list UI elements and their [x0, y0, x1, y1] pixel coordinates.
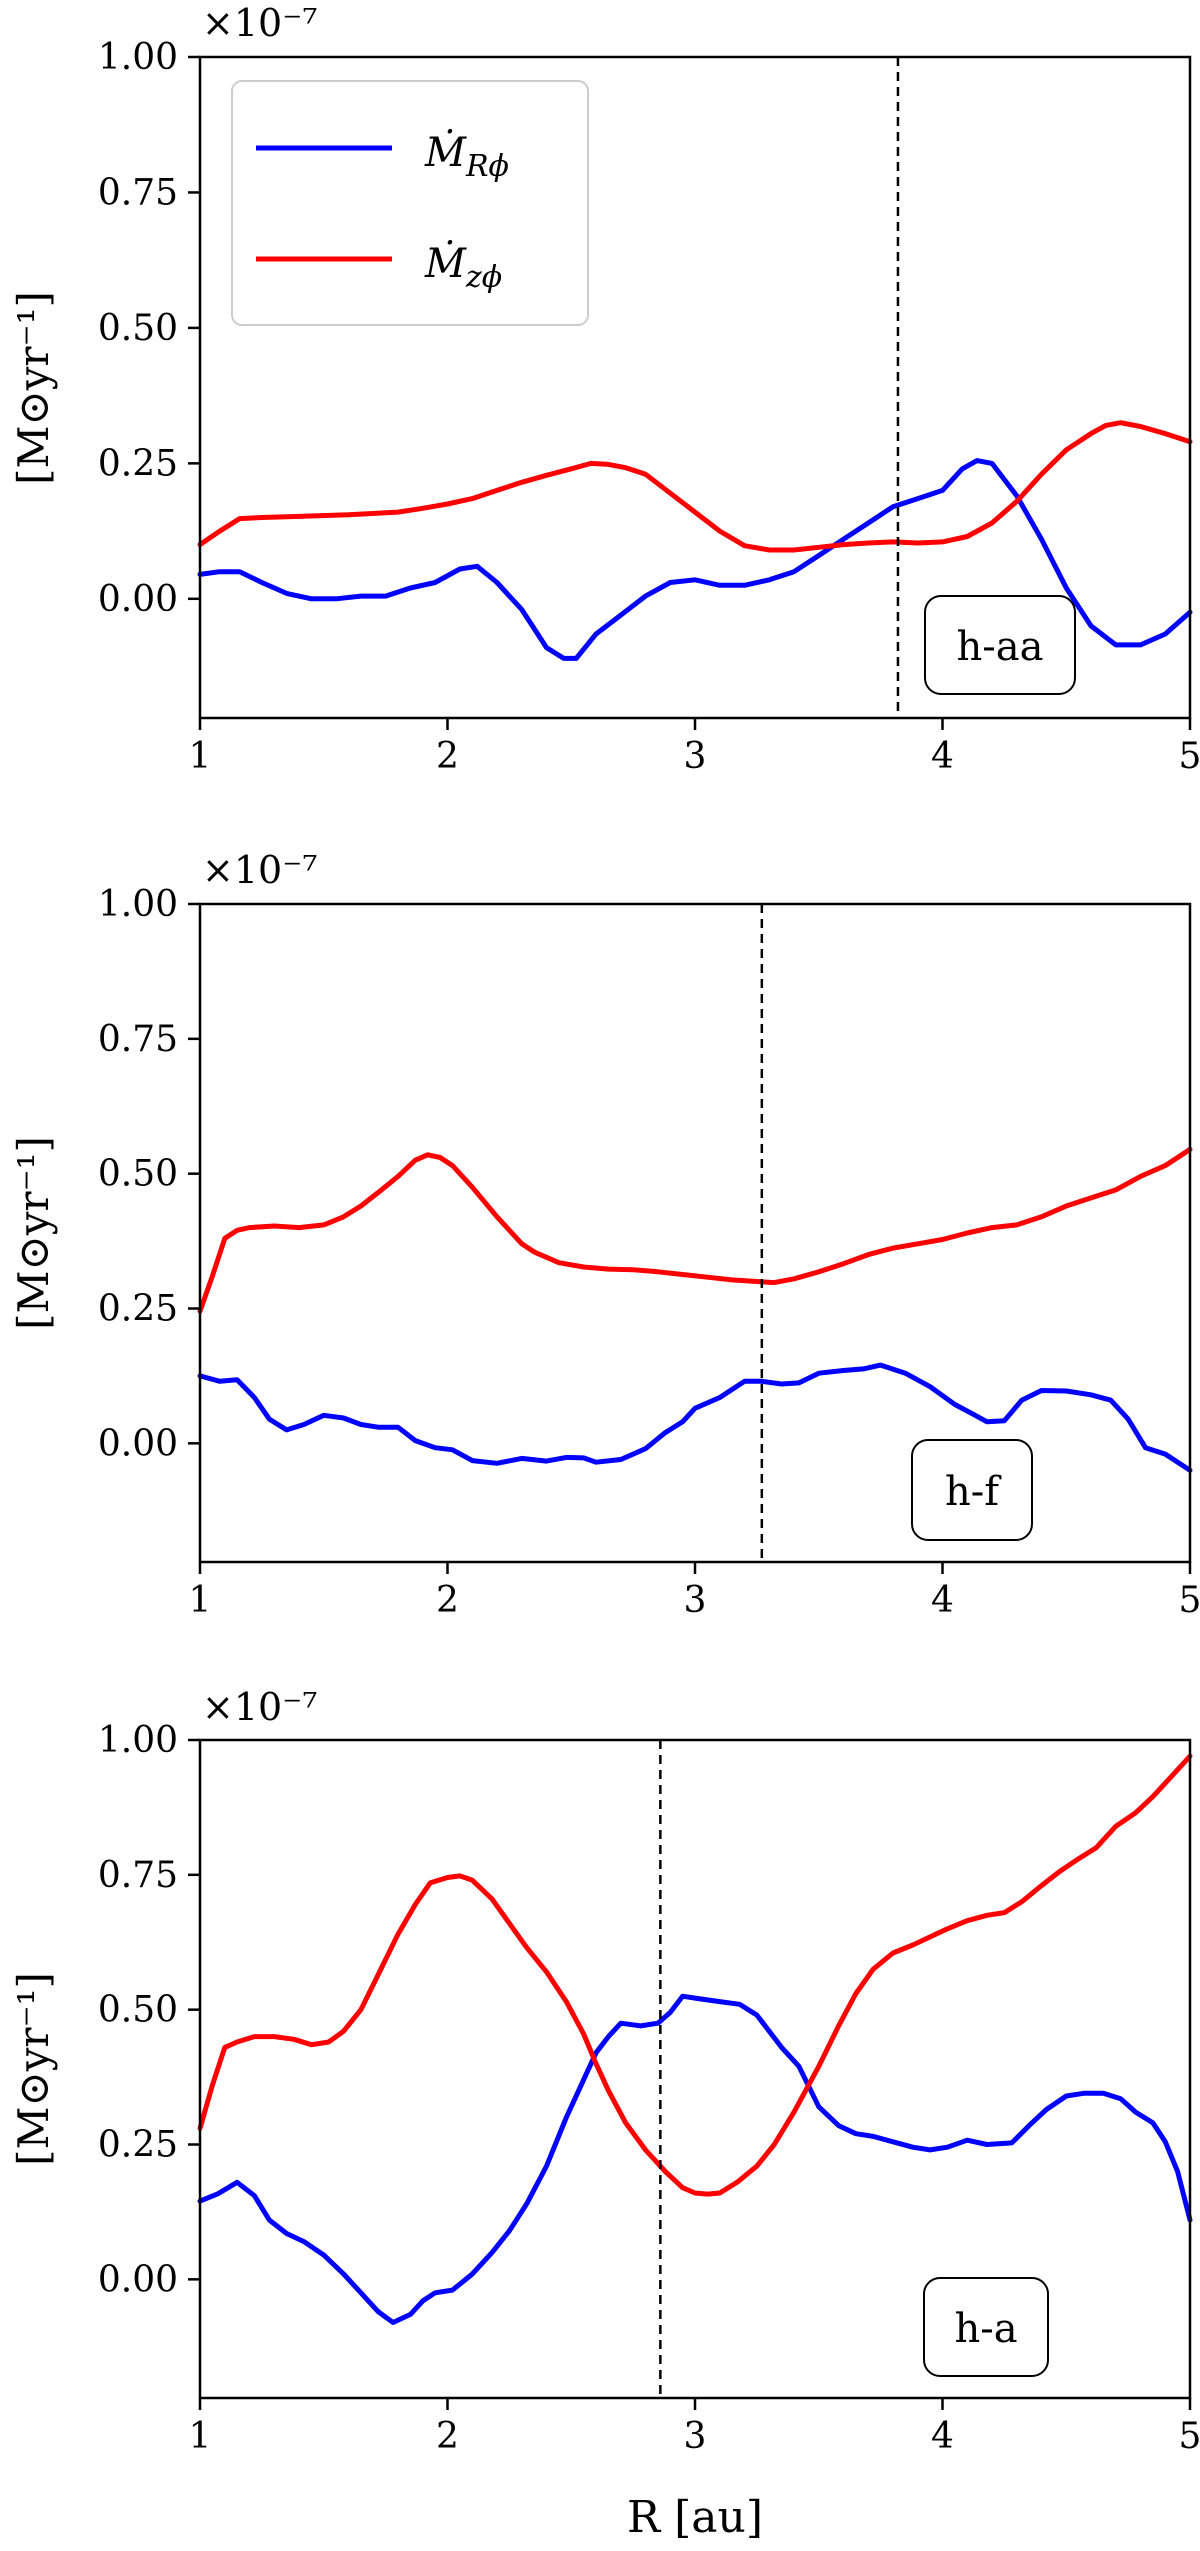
legend: ṀRϕ Ṁzϕ [231, 80, 589, 326]
series-line-rphi [197, 1362, 1193, 1473]
y-tick-label: 0.75 [98, 1019, 178, 1060]
x-tick-label: 5 [1179, 736, 1200, 777]
x-tick-label: 4 [931, 1580, 954, 1621]
legend-entry-rphi-subscript: Rϕ [465, 149, 509, 184]
x-tick-label: 3 [684, 2416, 707, 2457]
plot-area: 1 2 3 4 5 0.00 0.25 0.50 0.75 1.00 [98, 37, 1200, 777]
plot-area: 1 2 3 4 5 0.00 0.25 0.50 0.75 1.00 [98, 884, 1200, 1621]
panel-tag-text: h-f [945, 1469, 1002, 1515]
legend-entry-zphi-subscript: zϕ [465, 260, 502, 295]
y-tick-label: 0.50 [98, 1990, 178, 2031]
panel-tag: h-f [911, 1439, 1033, 1541]
x-tick-label: 2 [436, 1580, 459, 1621]
y-tick-label: 0.50 [98, 308, 178, 349]
x-tick-label: 3 [684, 1580, 707, 1621]
y-tick-label: 1.00 [98, 37, 178, 78]
y-axis-label: [M⊙yr⁻¹] [9, 1136, 58, 1330]
multiplier-label: ×10⁻⁷ [202, 1, 317, 45]
y-axis-label: [M⊙yr⁻¹] [9, 1972, 58, 2166]
y-tick-label: 0.00 [98, 579, 178, 620]
panel-tag-text: h-aa [957, 624, 1044, 670]
panel-tag-box [924, 595, 1076, 695]
plot-area: 1 2 3 4 5 0.00 0.25 0.50 0.75 1.00 [98, 1720, 1200, 2457]
y-tick-label: 0.25 [98, 443, 178, 484]
series-line-rphi [197, 1993, 1193, 2325]
y-tick-label: 0.25 [98, 2125, 178, 2166]
y-tick-label: 0.00 [98, 1423, 178, 1464]
legend-entry-zphi: Ṁzϕ [424, 240, 502, 295]
multiplier-label: ×10⁻⁷ [202, 848, 317, 892]
y-tick-label: 1.00 [98, 1720, 178, 1761]
legend-box [231, 80, 589, 326]
x-tick-label: 3 [684, 736, 707, 777]
y-tick-label: 0.75 [98, 172, 178, 213]
x-tick-label: 1 [189, 2416, 212, 2457]
y-tick-label: 0.00 [98, 2259, 178, 2300]
x-tick-label: 2 [436, 2416, 459, 2457]
x-tick-label: 5 [1179, 2416, 1200, 2457]
x-tick-label: 2 [436, 736, 459, 777]
series-line-zphi [197, 1146, 1193, 1314]
x-tick-label: 4 [931, 2416, 954, 2457]
multiplier-label: ×10⁻⁷ [202, 1685, 317, 1729]
legend-entry-rphi-symbol: Ṁ [424, 129, 467, 176]
series-line-zphi [197, 420, 1193, 553]
panel-tag-box [923, 2277, 1049, 2377]
panel-tag: h-aa [924, 595, 1076, 695]
x-tick-label: 4 [931, 736, 954, 777]
panel-tag-box [911, 1439, 1033, 1541]
panel-tag-text: h-a [954, 2306, 1017, 2352]
y-tick-label: 1.00 [98, 884, 178, 925]
x-tick-label: 1 [189, 1580, 212, 1621]
axes-frame [198, 902, 1192, 1564]
y-tick-label: 0.50 [98, 1154, 178, 1195]
legend-entry-rphi: ṀRϕ [424, 129, 509, 184]
series-line-zphi [197, 1753, 1193, 2197]
y-tick-label: 0.75 [98, 1855, 178, 1896]
panel-h-a: ×10⁻⁷ [M⊙yr⁻¹] R [au] 1 2 3 4 5 0.00 0.25 0.50 0… [9, 1685, 1200, 2543]
y-tick-label: 0.25 [98, 1289, 178, 1330]
x-tick-label: 5 [1179, 1580, 1200, 1621]
panel-h-aa: ×10⁻⁷ [M⊙yr⁻¹] 1 2 3 4 5 0.00 0.25 0.50 0.75 1.00… [9, 1, 1200, 777]
y-axis-label: [M⊙yr⁻¹] [9, 291, 58, 485]
x-tick-label: 1 [189, 736, 212, 777]
x-axis-label: R [au] [627, 2492, 763, 2543]
series-line-rphi [197, 458, 1193, 661]
panel-tag: h-a [923, 2277, 1049, 2377]
legend-entry-zphi-symbol: Ṁ [424, 240, 467, 287]
panel-h-f: ×10⁻⁷ [M⊙yr⁻¹] 1 2 3 4 5 0.00 0.25 0.50 0.75 1.00… [9, 848, 1200, 1621]
